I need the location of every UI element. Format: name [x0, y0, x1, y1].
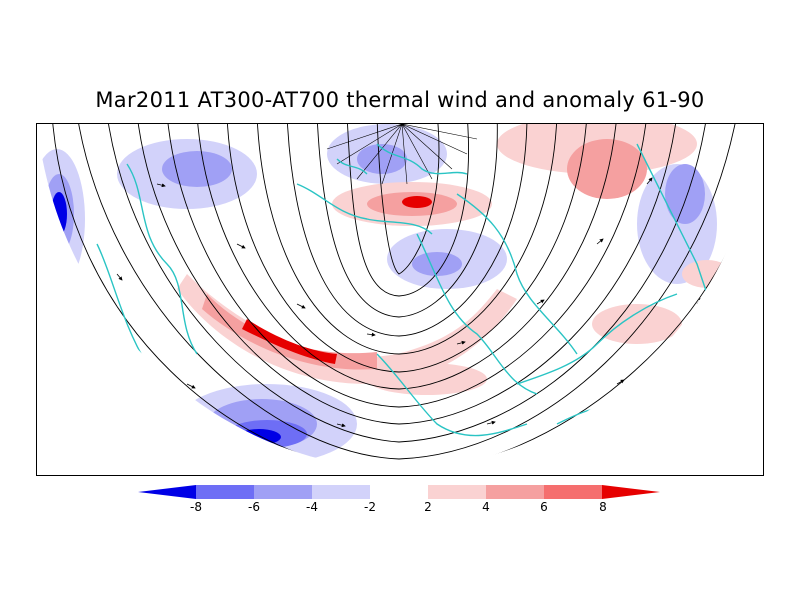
north-america-coast: [416, 233, 538, 395]
asia-coast: [126, 163, 198, 355]
atlantic-coast: [516, 293, 678, 385]
colorbar-swatch: [370, 485, 428, 499]
colorbar-swatch: [486, 485, 544, 499]
negative-anomaly-area: [517, 439, 597, 469]
colorbar-max-arrow: [602, 485, 660, 499]
colorbar: [130, 482, 670, 522]
map-panel: [36, 123, 764, 476]
positive-anomaly-area: [682, 260, 732, 288]
positive-anomaly-band: [202, 294, 377, 370]
colorbar-tick-label: -4: [306, 500, 318, 514]
map-canvas: [37, 124, 762, 469]
positive-anomaly-core: [402, 196, 432, 208]
colorbar-tick-label: -8: [190, 500, 202, 514]
negative-anomaly-core: [237, 429, 281, 445]
greenland-coast: [456, 193, 578, 355]
colorbar-swatch: [312, 485, 370, 499]
streamlines: [51, 124, 762, 469]
colorbar-swatch: [196, 485, 254, 499]
colorbar-tick-label: 6: [540, 500, 548, 514]
positive-anomaly-area: [367, 363, 487, 395]
arctic-islands: [336, 158, 368, 175]
negative-anomaly-core: [51, 192, 67, 236]
positive-anomaly-area: [567, 139, 647, 199]
negative-anomaly-area: [412, 252, 462, 276]
europe-coast: [376, 353, 528, 437]
negative-anomaly-area: [162, 151, 232, 187]
colorbar-swatch: [428, 485, 486, 499]
negative-anomaly-area: [665, 164, 705, 224]
colorbar-swatches: [138, 485, 660, 499]
positive-anomaly-core: [242, 319, 337, 364]
colorbar-swatch: [254, 485, 312, 499]
positive-anomaly-area: [592, 304, 682, 344]
colorbar-tick-label: -6: [248, 500, 260, 514]
colorbar-swatch: [544, 485, 602, 499]
chart-title: Mar2011 AT300-AT700 thermal wind and ano…: [95, 88, 705, 112]
colorbar-tick-label: 4: [482, 500, 490, 514]
colorbar-tick-label: 8: [599, 500, 607, 514]
colorbar-min-arrow: [138, 485, 196, 499]
colorbar-tick-label: 2: [424, 500, 432, 514]
arctic-islands: [376, 143, 468, 175]
negative-anomaly-area: [357, 144, 407, 174]
arctic-coast: [296, 183, 433, 235]
colorbar-tick-label: -2: [364, 500, 376, 514]
positive-anomaly-band: [177, 274, 517, 384]
